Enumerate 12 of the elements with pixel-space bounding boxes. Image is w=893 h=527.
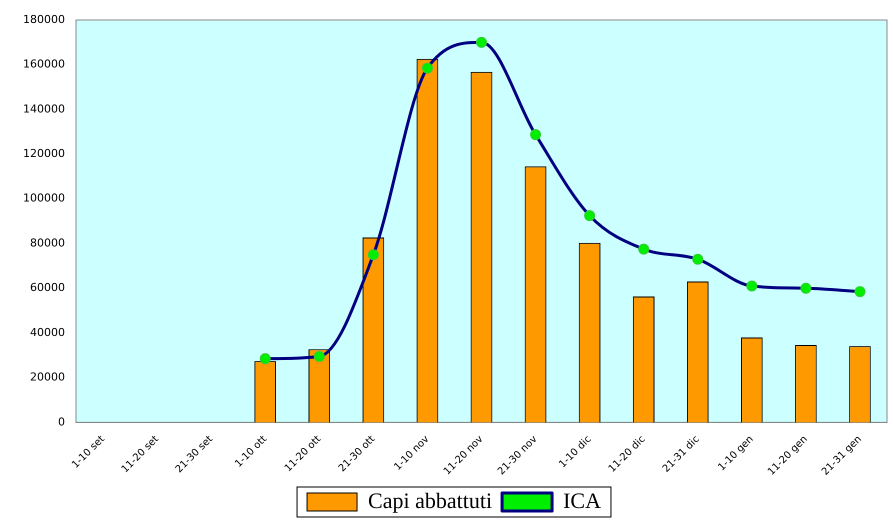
- y-tick-label: 140000: [22, 102, 65, 116]
- y-tick-label: 100000: [22, 192, 65, 205]
- legend-label: Capi abbattuti: [368, 488, 492, 513]
- y-tick-label: 160000: [22, 58, 65, 71]
- y-tick-label: 20000: [30, 370, 65, 384]
- y-tick-label: 180000: [22, 12, 65, 26]
- y-tick-label: 0: [58, 415, 65, 428]
- y-tick-label: 40000: [30, 326, 65, 339]
- y-tick-label: 80000: [30, 236, 65, 250]
- legend-label: ICA: [563, 488, 602, 513]
- y-tick-label: 60000: [30, 281, 65, 294]
- y-tick-label: 120000: [22, 146, 65, 160]
